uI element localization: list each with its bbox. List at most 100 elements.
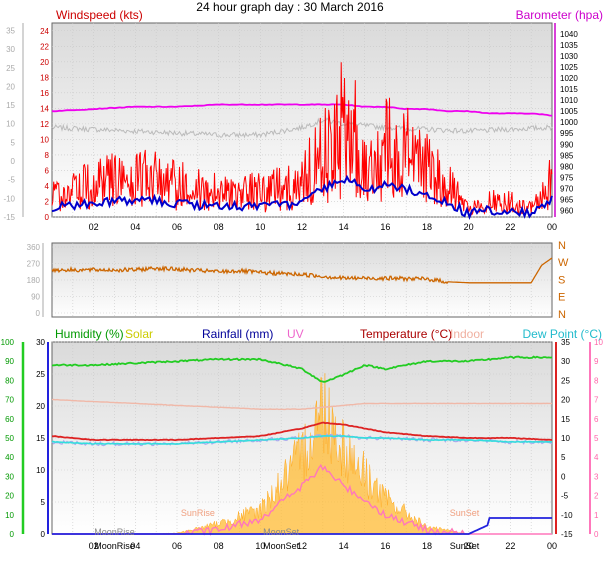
uv-tick-label: 1 bbox=[594, 511, 599, 520]
wind-tick-label: 22 bbox=[40, 42, 49, 51]
x-tick-label-bottom: 00 bbox=[547, 541, 557, 551]
humidity-tick-label: 100 bbox=[1, 338, 15, 347]
barometer-label: Barometer (hpa) bbox=[516, 8, 603, 22]
humidity-tick-label: 80 bbox=[5, 376, 14, 385]
x-tick-label-bottom: 20 bbox=[464, 541, 474, 551]
humidity-tick-label: 10 bbox=[5, 511, 14, 520]
solar-label: Solar bbox=[125, 327, 153, 341]
temp-tick-label-left: 35 bbox=[6, 26, 15, 35]
rain-tick-label: 0 bbox=[41, 530, 46, 539]
indoor-label: Indoor bbox=[450, 327, 484, 341]
wind-tick-label: 20 bbox=[40, 58, 49, 67]
barometer-line bbox=[51, 103, 553, 117]
rain-tick-label: 30 bbox=[36, 338, 45, 347]
x-tick-label-top: 04 bbox=[130, 222, 140, 232]
temp-tick-label-right: 20 bbox=[561, 396, 570, 405]
temp-tick-label-right: 10 bbox=[561, 434, 570, 443]
direction-tick-label: 90 bbox=[31, 293, 40, 302]
rain-tick-label: 20 bbox=[36, 402, 45, 411]
temp-tick-label-left: -10 bbox=[3, 194, 15, 203]
x-tick-label-top: 00 bbox=[547, 222, 557, 232]
compass-label: N bbox=[558, 309, 566, 321]
x-tick-label-top: 10 bbox=[255, 222, 265, 232]
sun-event-label: SunSet bbox=[450, 508, 480, 518]
humidity-label: Humidity (%) bbox=[55, 327, 124, 341]
temp-tick-label-right: 5 bbox=[561, 453, 566, 462]
x-tick-label-bottom: 18 bbox=[422, 541, 432, 551]
barometer-tick-label: 1005 bbox=[560, 107, 578, 116]
uv-tick-label: 0 bbox=[594, 530, 599, 539]
wind-tick-label: 6 bbox=[45, 166, 50, 175]
uv-tick-label: 10 bbox=[594, 338, 603, 347]
wind-tick-label: 0 bbox=[45, 213, 50, 222]
indoor-temperature-line bbox=[51, 398, 553, 411]
x-tick-label-bottom: 16 bbox=[380, 541, 390, 551]
x-tick-label-top: 02 bbox=[89, 222, 99, 232]
barometer-tick-label: 980 bbox=[560, 162, 574, 171]
humidity-tick-label: 50 bbox=[5, 434, 14, 443]
temperature-line bbox=[52, 421, 553, 442]
wind-panel-background bbox=[51, 22, 553, 218]
humidity-tick-label: 30 bbox=[5, 472, 14, 481]
compass-label: N bbox=[558, 240, 566, 252]
barometer-tick-label: 1010 bbox=[560, 96, 578, 105]
x-tick-label-bottom: 14 bbox=[339, 541, 349, 551]
uv-tick-label: 4 bbox=[594, 453, 599, 462]
windspeed-average-line bbox=[51, 174, 553, 220]
windspeed-label: Windspeed (kts) bbox=[56, 8, 143, 22]
x-tick-label-top: 18 bbox=[422, 222, 432, 232]
barometer-tick-label: 1000 bbox=[560, 118, 578, 127]
x-tick-label-bottom: 04 bbox=[130, 541, 140, 551]
uv-tick-label: 5 bbox=[594, 434, 599, 443]
x-tick-label-bottom: 10 bbox=[255, 541, 265, 551]
rain-tick-label: 25 bbox=[36, 370, 45, 379]
rain-tick-label: 15 bbox=[36, 434, 45, 443]
barometer-tick-label: 970 bbox=[560, 184, 574, 193]
moon-event-label-faint: MoonRise bbox=[94, 527, 135, 537]
rain-tick-label: 10 bbox=[36, 466, 45, 475]
wind-tick-label: 8 bbox=[45, 151, 50, 160]
chart-title: 24 hour graph day : 30 March 2016 bbox=[196, 0, 384, 14]
barometer-tick-label: 1020 bbox=[560, 74, 578, 83]
humidity-tick-label: 90 bbox=[5, 357, 14, 366]
humidity-tick-label: 0 bbox=[10, 530, 15, 539]
dewpoint-line bbox=[51, 434, 553, 445]
series-layer bbox=[51, 62, 553, 536]
temp-tick-label-right: 0 bbox=[561, 472, 566, 481]
uv-tick-label: 9 bbox=[594, 357, 599, 366]
barometer-tick-label: 1015 bbox=[560, 85, 578, 94]
barometer-tick-label: 1030 bbox=[560, 52, 578, 61]
temp-tick-label-left: 5 bbox=[11, 138, 16, 147]
temp-tick-label-left: 15 bbox=[6, 101, 15, 110]
x-tick-label-top: 22 bbox=[505, 222, 515, 232]
wind-tick-label: 10 bbox=[40, 135, 49, 144]
compass-label: E bbox=[558, 292, 565, 304]
x-tick-label-bottom: 22 bbox=[505, 541, 515, 551]
barometer-tick-label: 990 bbox=[560, 140, 574, 149]
barometer-tick-label: 1035 bbox=[560, 41, 578, 50]
x-tick-label-top: 16 bbox=[380, 222, 390, 232]
direction-tick-label: 180 bbox=[27, 276, 41, 285]
rainfall-label: Rainfall (mm) bbox=[202, 327, 273, 341]
temp-tick-label-left: 10 bbox=[6, 120, 15, 129]
temp-tick-label-right: -5 bbox=[561, 492, 569, 501]
x-tick-label-top: 14 bbox=[339, 222, 349, 232]
uv-tick-label: 3 bbox=[594, 472, 599, 481]
x-tick-label-top: 12 bbox=[297, 222, 307, 232]
uv-tick-label: 8 bbox=[594, 376, 599, 385]
x-tick-label-bottom: 12 bbox=[297, 541, 307, 551]
temp-tick-label-right: -15 bbox=[561, 530, 573, 539]
rainfall-line bbox=[52, 517, 552, 535]
humidity-tick-label: 40 bbox=[5, 453, 14, 462]
humidity-tick-label: 20 bbox=[5, 492, 14, 501]
axis-layer: 0202040406060808101012121414161618182020… bbox=[1, 23, 603, 551]
humidity-tick-label: 60 bbox=[5, 415, 14, 424]
temp-tick-label-left: 25 bbox=[6, 64, 15, 73]
x-tick-label-bottom: 06 bbox=[172, 541, 182, 551]
sun-event-label: SunRise bbox=[181, 508, 215, 518]
uv-tick-label: 2 bbox=[594, 492, 599, 501]
temp-tick-label-right: 30 bbox=[561, 357, 570, 366]
temp-tick-label-right: -10 bbox=[561, 511, 573, 520]
direction-tick-label: 0 bbox=[36, 309, 41, 318]
